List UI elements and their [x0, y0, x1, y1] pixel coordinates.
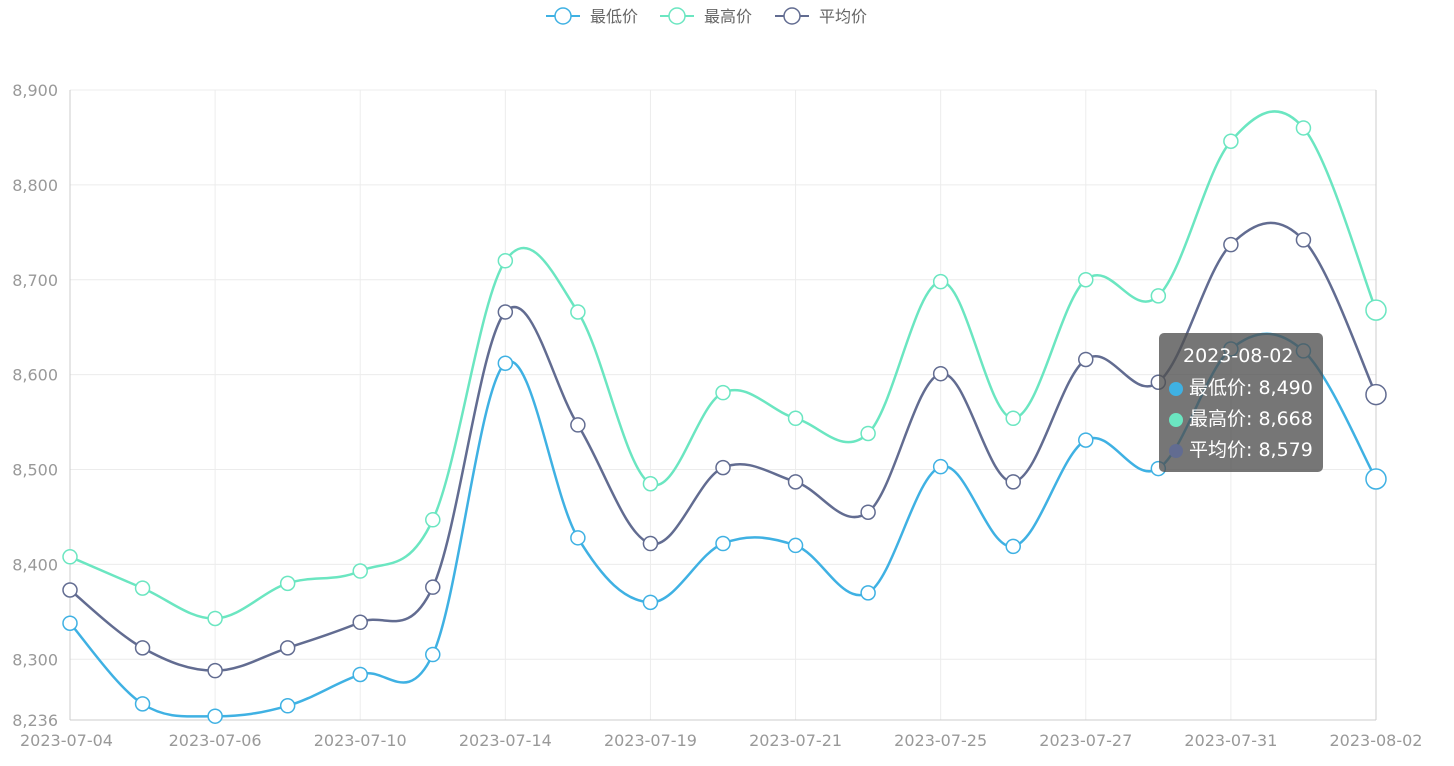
data-point[interactable] — [279, 698, 296, 714]
legend[interactable]: 最低价 最高价 平均价 — [546, 7, 867, 26]
tooltip-row-min-label: 最低价: 8,490 — [1189, 377, 1313, 399]
x-tick-label: 2023-07-31 — [1184, 731, 1277, 750]
series-layer — [62, 110, 1387, 724]
tooltip-dot-min — [1169, 381, 1183, 396]
data-point[interactable] — [932, 365, 949, 382]
tooltip-title: 2023-08-02 — [1183, 345, 1294, 367]
tooltip-row-min: 最低价: 8,490 — [1169, 373, 1323, 404]
data-point[interactable] — [1078, 351, 1094, 368]
data-point[interactable] — [1005, 538, 1021, 555]
y-tick-label: 8,400 — [12, 555, 58, 574]
legend-item[interactable]: 平均价 — [775, 7, 867, 26]
data-point[interactable] — [1365, 299, 1387, 321]
data-point[interactable] — [860, 504, 876, 520]
data-point[interactable] — [425, 579, 441, 595]
data-point[interactable] — [1005, 410, 1021, 427]
legend-item[interactable]: 最低价 — [546, 7, 638, 26]
data-point[interactable] — [425, 512, 441, 528]
data-point[interactable] — [932, 273, 949, 290]
data-point[interactable] — [62, 549, 78, 565]
legend-label: 平均价 — [819, 7, 867, 26]
data-point[interactable] — [787, 474, 804, 490]
data-point[interactable] — [279, 640, 296, 656]
data-point[interactable] — [134, 580, 151, 596]
tooltip-row-avg: 平均价: 8,579 — [1169, 435, 1323, 466]
tooltip-row-max-label: 最高价: 8,668 — [1189, 408, 1313, 430]
y-tick-label: 8,300 — [12, 650, 58, 669]
legend-marker — [783, 7, 801, 25]
tooltip-row-max: 最高价: 8,668 — [1169, 404, 1323, 435]
x-tick-label: 2023-07-14 — [459, 731, 552, 750]
data-point[interactable] — [207, 662, 223, 679]
data-point[interactable] — [570, 417, 586, 433]
legend-marker — [668, 7, 686, 25]
tooltip-dot-max — [1169, 412, 1183, 427]
data-point[interactable] — [1078, 432, 1094, 448]
legend-label: 最高价 — [704, 7, 752, 26]
data-point[interactable] — [715, 384, 731, 401]
y-tick-label: 8,700 — [12, 271, 58, 290]
data-point[interactable] — [860, 425, 876, 442]
y-tick-label: 8,236 — [12, 711, 58, 730]
data-point[interactable] — [352, 666, 368, 683]
data-point[interactable] — [497, 304, 514, 320]
data-point[interactable] — [932, 458, 949, 475]
x-tick-label: 2023-07-06 — [169, 731, 262, 750]
data-point[interactable] — [1150, 288, 1167, 304]
legend-label: 最低价 — [590, 7, 638, 26]
chart-tooltip: 2023-08-02 最低价: 8,490 最高价: 8,668 平均价: 8,… — [1159, 333, 1323, 472]
data-point[interactable] — [207, 610, 223, 627]
x-tick-label: 2023-07-04 — [20, 731, 113, 750]
data-point[interactable] — [1005, 474, 1021, 490]
data-point[interactable] — [62, 615, 78, 631]
data-point[interactable] — [207, 708, 223, 724]
y-tick-label: 8,500 — [12, 461, 58, 480]
data-point[interactable] — [570, 304, 586, 320]
x-tick-label: 2023-07-21 — [749, 731, 842, 750]
y-tick-label: 8,800 — [12, 176, 58, 195]
data-point[interactable] — [62, 582, 78, 598]
legend-item[interactable]: 最高价 — [660, 7, 752, 26]
series-1 — [62, 110, 1387, 627]
y-tick-label: 8,600 — [12, 366, 58, 385]
data-point[interactable] — [352, 614, 368, 631]
data-point[interactable] — [642, 535, 659, 552]
series-2 — [62, 221, 1387, 679]
data-point[interactable] — [352, 563, 368, 579]
data-point[interactable] — [1223, 133, 1239, 149]
data-point[interactable] — [715, 459, 731, 476]
tooltip-dot-avg — [1169, 443, 1183, 458]
data-point[interactable] — [1365, 383, 1387, 406]
tooltip-row-avg-label: 平均价: 8,579 — [1189, 439, 1313, 461]
data-point[interactable] — [279, 575, 296, 592]
data-point[interactable] — [1223, 236, 1239, 253]
data-point[interactable] — [1295, 120, 1312, 136]
data-point[interactable] — [715, 535, 731, 552]
data-point[interactable] — [134, 696, 151, 712]
y-tick-label: 8,900 — [12, 81, 58, 100]
x-tick-label: 2023-07-27 — [1039, 731, 1132, 750]
x-tick-label: 2023-07-19 — [604, 731, 697, 750]
data-point[interactable] — [642, 594, 659, 611]
x-tick-label: 2023-08-02 — [1330, 731, 1423, 750]
data-point[interactable] — [642, 476, 659, 492]
data-point[interactable] — [497, 355, 514, 372]
data-point[interactable] — [787, 410, 804, 427]
grid-lines — [70, 89, 1376, 720]
data-point[interactable] — [1365, 468, 1387, 490]
legend-marker — [554, 7, 572, 25]
series-line — [69, 110, 1378, 620]
data-point[interactable] — [497, 253, 514, 269]
data-point[interactable] — [860, 585, 876, 601]
data-point[interactable] — [570, 530, 586, 546]
data-point[interactable] — [134, 640, 151, 656]
x-tick-label: 2023-07-25 — [894, 731, 987, 750]
x-tick-label: 2023-07-10 — [314, 731, 407, 750]
data-point[interactable] — [787, 537, 804, 554]
data-point[interactable] — [425, 646, 441, 663]
data-point[interactable] — [1295, 232, 1312, 248]
axes: 8,236 8,300 8,400 8,500 8,600 8,700 8,800 8,900… — [12, 81, 1422, 750]
data-point[interactable] — [1078, 272, 1094, 288]
